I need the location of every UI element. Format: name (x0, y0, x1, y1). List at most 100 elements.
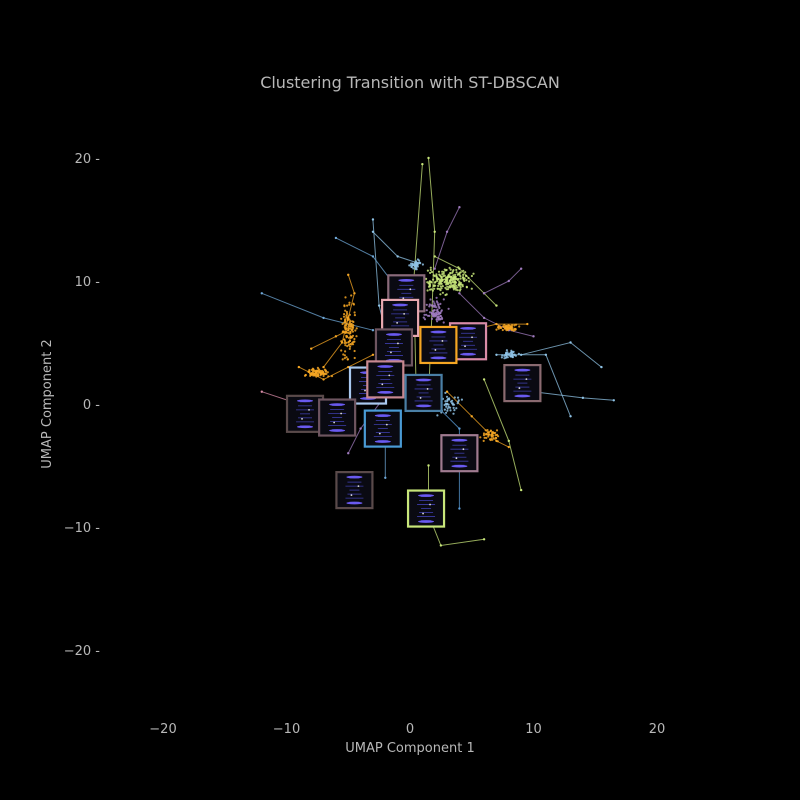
trajectory-point (334, 335, 338, 338)
trajectory-point (359, 427, 362, 430)
trajectory-point (371, 353, 375, 356)
trajectory-point (353, 292, 356, 295)
cluster-point (505, 349, 508, 352)
cluster-point (436, 287, 439, 290)
cluster-point (449, 271, 452, 275)
cluster-inset-thumbnail (374, 328, 414, 367)
cluster-point (484, 429, 487, 432)
cluster-point (503, 357, 506, 360)
cluster-point (513, 353, 516, 356)
x-axis-label: UMAP Component 1 (345, 741, 474, 756)
cluster-point (507, 324, 510, 327)
cluster-point (347, 327, 350, 330)
cluster-point (510, 324, 514, 327)
cluster-point (421, 263, 424, 266)
cluster-point (452, 406, 455, 409)
cluster-point (468, 280, 471, 283)
cluster-point (448, 275, 451, 278)
cluster-point (455, 271, 458, 274)
cluster-point (500, 356, 503, 359)
trajectory-point (322, 378, 325, 381)
cluster-point (345, 341, 348, 344)
cluster-point (439, 315, 442, 318)
cluster-point (416, 265, 419, 268)
cluster-point (455, 268, 458, 271)
cluster-point (467, 276, 470, 280)
cluster-point (352, 302, 355, 305)
cluster-point (505, 355, 508, 358)
cluster-point (426, 314, 430, 317)
cluster-point (443, 281, 446, 284)
cluster-blob-layer (303, 258, 521, 443)
cluster-point (433, 274, 436, 278)
trajectory-point (384, 476, 387, 479)
cluster-point (470, 274, 473, 278)
inset-layer (285, 274, 542, 528)
cluster-point (482, 434, 486, 437)
trajectory-point (482, 292, 486, 295)
cluster-point (449, 280, 452, 284)
cluster-point (436, 320, 439, 323)
cluster-point (348, 339, 352, 343)
cluster-point (459, 281, 462, 285)
cluster-point (456, 289, 459, 292)
cluster-point (459, 277, 462, 280)
cluster-point (345, 356, 348, 359)
cluster-point (443, 274, 446, 277)
cluster-point (458, 280, 461, 283)
cluster-point (425, 313, 428, 316)
cluster-point (514, 328, 517, 331)
cluster-point (436, 279, 439, 282)
cluster-point (343, 357, 346, 360)
cluster-point (458, 273, 461, 276)
cluster-point (330, 375, 334, 378)
trajectory-point (482, 316, 486, 320)
cluster-point (436, 414, 439, 417)
cluster-point (350, 294, 353, 297)
cluster-point (486, 429, 489, 432)
cluster-point (514, 323, 518, 326)
cluster-point (346, 318, 349, 321)
cluster-point (347, 325, 350, 328)
cluster-point (452, 274, 455, 277)
cluster-point (439, 302, 442, 305)
cluster-point (445, 411, 448, 414)
cluster-point (433, 281, 436, 284)
cluster-point (351, 327, 354, 330)
cluster-point (445, 278, 448, 281)
cluster-point (441, 285, 444, 288)
cluster-point (428, 303, 431, 306)
cluster-inset-thumbnail (363, 409, 402, 448)
cluster-point (348, 322, 351, 325)
trajectory-point (495, 304, 498, 307)
trajectory-point (371, 329, 375, 332)
cluster-point (490, 435, 493, 438)
cluster-point (353, 356, 356, 360)
cluster-point (344, 324, 347, 327)
cluster-point (433, 313, 436, 316)
cluster-point (345, 327, 348, 330)
cluster-point (496, 326, 500, 329)
y-tick-label: −10 - (64, 521, 101, 536)
cluster-point (465, 286, 468, 289)
trajectory-line (372, 231, 417, 263)
cluster-point (349, 336, 353, 339)
cluster-inset-thumbnail (503, 363, 542, 403)
cluster-point (447, 405, 450, 408)
cluster-point (317, 372, 320, 375)
cluster-point (342, 315, 346, 318)
cluster-point (346, 312, 349, 315)
cluster-point (448, 266, 451, 269)
cluster-point (430, 317, 434, 320)
cluster-point (439, 318, 442, 321)
cluster-point (345, 316, 348, 319)
trajectory-point (310, 347, 313, 350)
cluster-point (426, 289, 429, 292)
cluster-point (457, 284, 460, 287)
cluster-point (446, 400, 449, 403)
cluster-point (461, 276, 464, 279)
x-tick-layer: −20 −10 0 10 20 (149, 722, 665, 737)
trajectory-point (377, 304, 381, 307)
trajectory-point (322, 316, 325, 320)
cluster-point (465, 274, 468, 277)
